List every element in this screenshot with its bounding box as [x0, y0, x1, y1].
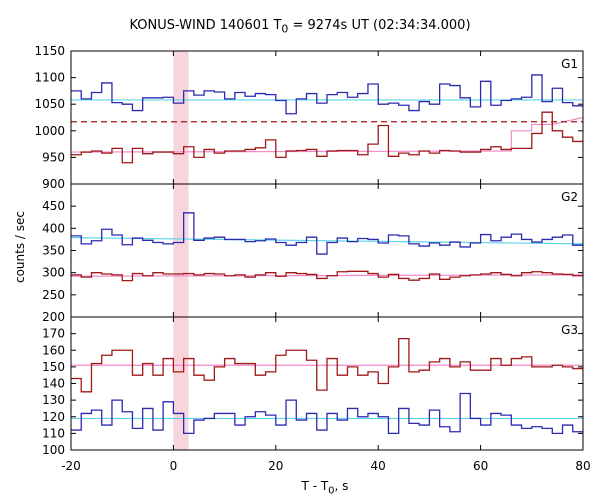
panel-label-g3: G3	[561, 323, 578, 337]
x-tick-label: 40	[371, 459, 386, 473]
histogram-g2-blue	[71, 212, 583, 255]
panel-label-g2: G2	[561, 190, 578, 204]
y-tick-label: 950	[42, 150, 65, 164]
histogram-g3-blue	[71, 392, 583, 435]
chart-title: KONUS-WIND 140601 T0 = 9274s UT (02:34:3…	[129, 18, 471, 36]
y-tick-label: 140	[42, 377, 65, 391]
x-tick-label: 0	[170, 459, 178, 473]
panel-frame-g3	[70, 316, 584, 451]
y-tick-label: 350	[42, 244, 65, 258]
histogram-g1-blue	[71, 74, 583, 115]
histogram-g1-red	[71, 111, 583, 164]
y-tick-label: 300	[42, 266, 65, 280]
fit-line-g1-pink	[70, 116, 584, 153]
y-tick-label: 170	[42, 327, 65, 341]
panel-label-g1: G1	[561, 57, 578, 71]
x-tick-label: 80	[575, 459, 590, 473]
y-tick-label: 1150	[34, 44, 65, 58]
y-tick-label: 1000	[34, 124, 65, 138]
panel-frame-g1	[70, 50, 584, 185]
y-tick-label: 130	[42, 393, 65, 407]
x-tick-label: 20	[268, 459, 283, 473]
y-tick-label: 100	[42, 443, 65, 457]
y-tick-label: 200	[42, 310, 65, 324]
x-tick-label: 60	[473, 459, 488, 473]
y-tick-label: 400	[42, 221, 65, 235]
y-tick-label: 250	[42, 288, 65, 302]
x-axis-label: T - T0, s	[301, 479, 349, 497]
histogram-g2-red	[71, 270, 583, 282]
histogram-g3-red	[71, 337, 583, 393]
y-tick-label: 160	[42, 343, 65, 357]
fit-line-g2-cyan	[70, 237, 584, 245]
y-tick-label: 120	[42, 410, 65, 424]
y-tick-label: 110	[42, 426, 65, 440]
y-tick-label: 450	[42, 199, 65, 213]
shaded-interval	[173, 51, 189, 450]
y-tick-label: 150	[42, 360, 65, 374]
y-tick-label: 1050	[34, 97, 65, 111]
y-tick-label: 1100	[34, 71, 65, 85]
y-tick-label: 900	[42, 177, 65, 191]
x-tick-label: -20	[61, 459, 81, 473]
